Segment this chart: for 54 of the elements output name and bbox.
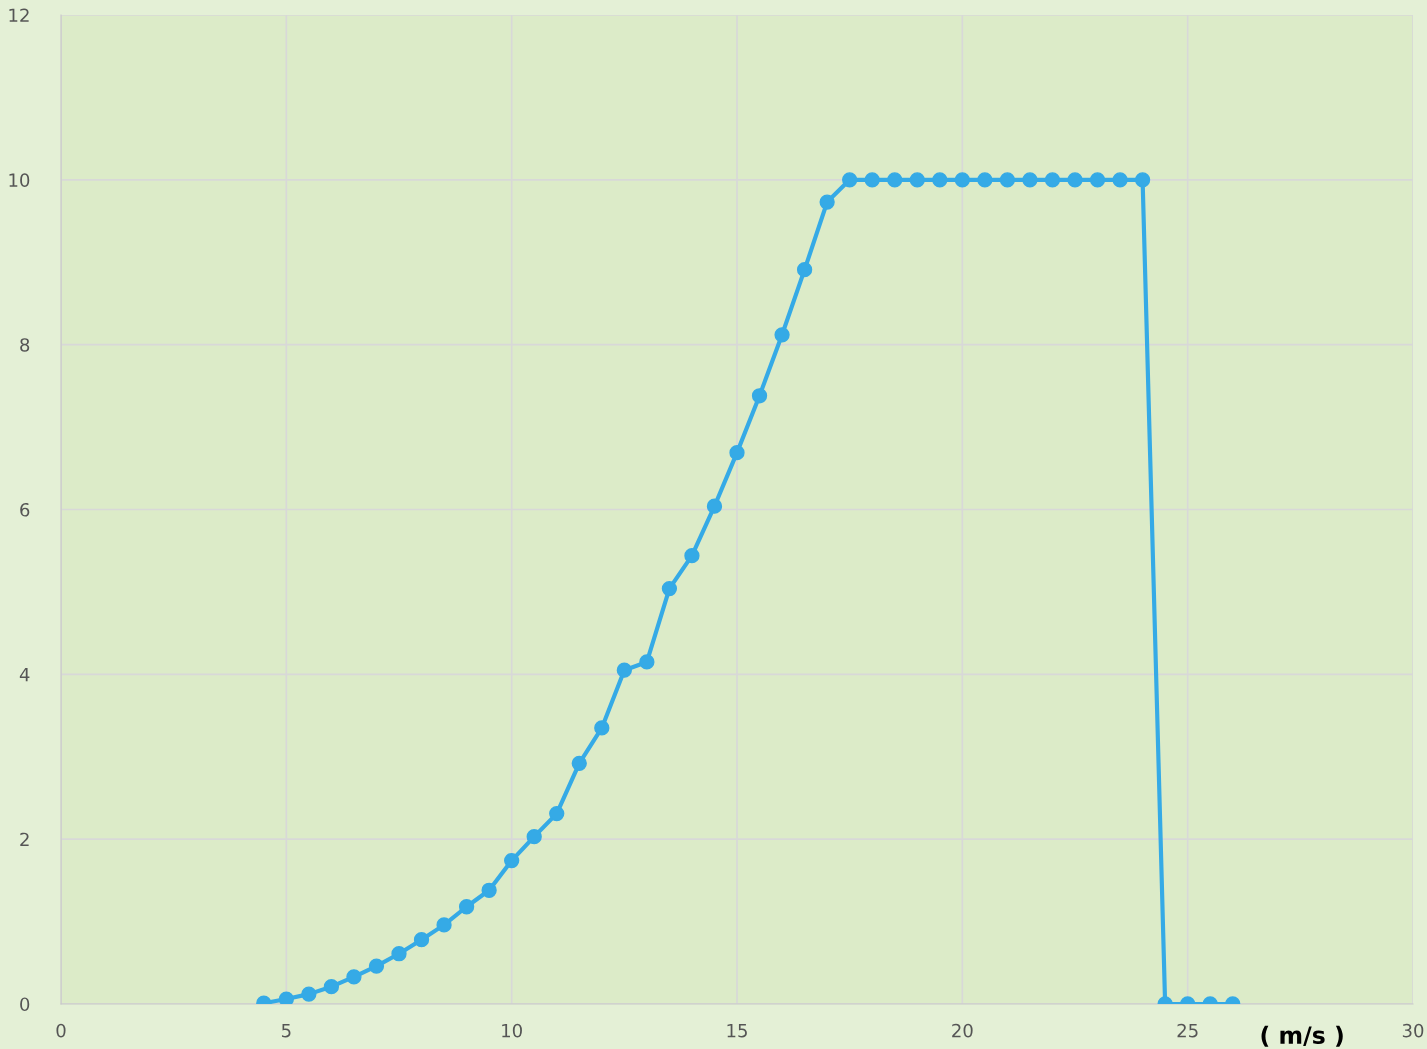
point — [571, 755, 587, 771]
x-axis-title: ( m/s ) — [1261, 1025, 1343, 1047]
point — [1089, 172, 1106, 188]
y-tick-label: 12 — [9, 8, 29, 22]
point — [819, 194, 835, 210]
x-tick-label: 15 — [727, 1024, 747, 1038]
point — [301, 986, 317, 1002]
y-tick-label: 8 — [20, 338, 30, 352]
point — [549, 805, 565, 822]
point — [954, 172, 970, 188]
point — [1112, 172, 1128, 188]
point — [278, 991, 294, 1004]
point — [391, 946, 407, 962]
point — [616, 662, 632, 678]
point — [1134, 172, 1151, 188]
point — [729, 444, 745, 461]
point — [436, 917, 452, 933]
point — [887, 172, 903, 188]
y-tick-label: 4 — [19, 668, 30, 682]
x-tick-label: 5 — [281, 1024, 291, 1038]
point — [1022, 172, 1038, 188]
point — [346, 969, 362, 985]
point — [458, 899, 475, 915]
point — [796, 262, 813, 278]
y-tick-label: 0 — [20, 997, 30, 1012]
point — [842, 172, 858, 188]
y-tick-label: 6 — [20, 502, 30, 517]
y-tick-label: 10 — [9, 173, 30, 187]
point — [751, 388, 768, 404]
point — [706, 498, 723, 514]
y-tick-label: 2 — [20, 832, 29, 847]
point — [639, 654, 655, 670]
point — [1067, 172, 1083, 188]
point — [909, 172, 925, 188]
point — [864, 172, 880, 188]
point — [368, 958, 385, 974]
point — [323, 979, 340, 995]
x-tick-label: 0 — [56, 1023, 66, 1038]
x-tick-label: 20 — [952, 1023, 973, 1038]
point — [481, 882, 497, 898]
point — [932, 172, 948, 188]
point — [684, 548, 700, 564]
point — [504, 852, 520, 869]
point — [1044, 172, 1061, 188]
point — [661, 580, 678, 597]
point — [526, 829, 542, 845]
point — [774, 327, 790, 343]
x-tick-label: 25 — [1177, 1023, 1198, 1038]
x-tick-label: 10 — [502, 1023, 522, 1038]
point — [977, 172, 993, 188]
point — [594, 720, 610, 736]
x-tick-label: 30 — [1402, 1023, 1424, 1038]
point — [413, 932, 430, 948]
point — [999, 172, 1016, 188]
